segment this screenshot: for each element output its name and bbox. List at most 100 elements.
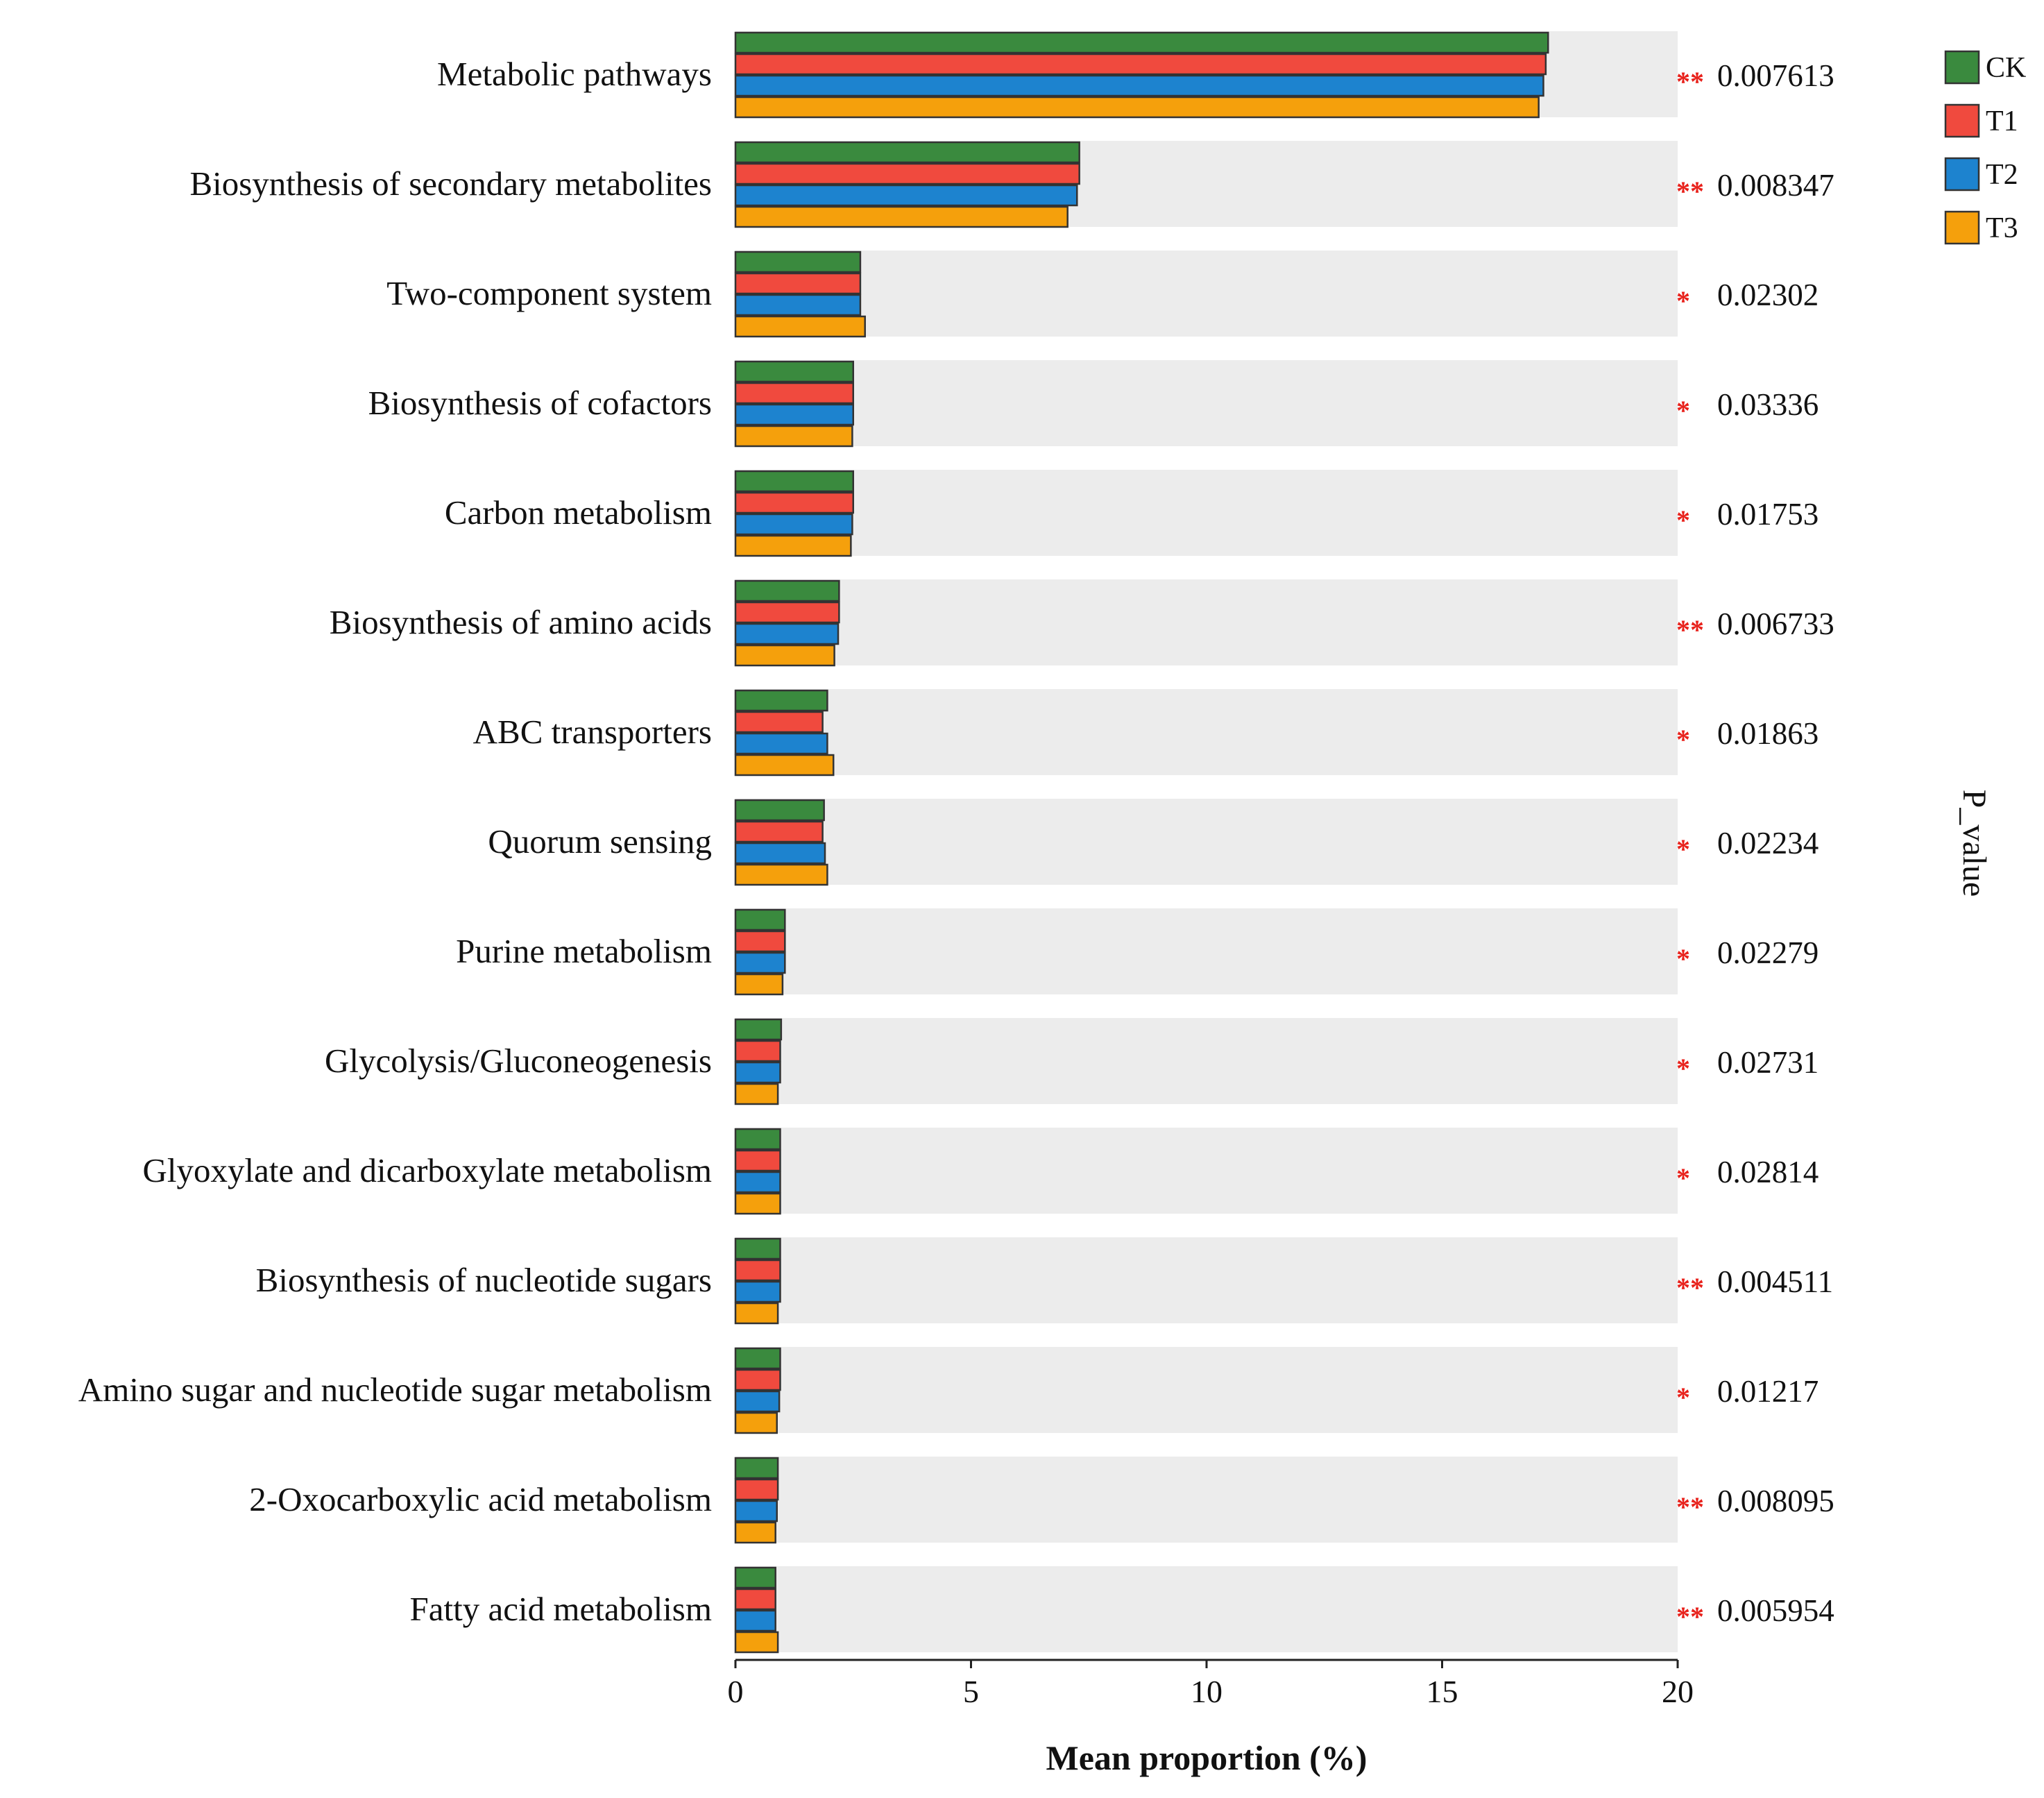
significance-stars: ** bbox=[1676, 1601, 1704, 1632]
significance-stars: * bbox=[1676, 504, 1690, 536]
significance-stars: ** bbox=[1676, 1272, 1704, 1303]
category-label: Fatty acid metabolism bbox=[410, 1590, 712, 1628]
bar-ck-two-component-system bbox=[734, 251, 862, 273]
significance-stars: * bbox=[1676, 833, 1690, 865]
row-backgrounds bbox=[735, 31, 1678, 1652]
significance-stars: ** bbox=[1676, 176, 1704, 207]
row-background bbox=[735, 1128, 1678, 1214]
category-label: Quorum sensing bbox=[488, 822, 712, 860]
bar-t1-carbon-metabolism bbox=[734, 491, 854, 514]
bar-ck-biosynthesis-of-secondary-metabolites bbox=[734, 141, 1080, 164]
bar-t3-carbon-metabolism bbox=[734, 534, 852, 557]
bar-t1-biosynthesis-of-nucleotide-sugars bbox=[734, 1259, 781, 1282]
bar-t3-2-oxocarboxylic-acid-metabolism bbox=[734, 1521, 776, 1544]
p-value: 0.02279 bbox=[1717, 935, 1819, 970]
legend-swatch-ck bbox=[1944, 50, 1980, 85]
bar-t3-glyoxylate-and-dicarboxylate-metabolism bbox=[734, 1192, 781, 1215]
row-background bbox=[735, 1566, 1678, 1652]
bar-t1-biosynthesis-of-amino-acids bbox=[734, 601, 840, 624]
x-tick-label: 15 bbox=[1426, 1674, 1458, 1709]
bar-t2-abc-transporters bbox=[734, 732, 828, 755]
bar-t2-glyoxylate-and-dicarboxylate-metabolism bbox=[734, 1171, 781, 1194]
bar-t2-quorum-sensing bbox=[734, 842, 826, 865]
bar-t1-glycolysis-gluconeogenesis bbox=[734, 1040, 781, 1062]
p-value: 0.008095 bbox=[1717, 1484, 1834, 1518]
bar-t3-biosynthesis-of-nucleotide-sugars bbox=[734, 1302, 779, 1325]
category-label: 2-Oxocarboxylic acid metabolism bbox=[249, 1480, 712, 1518]
legend-swatch-t2 bbox=[1944, 157, 1980, 192]
bar-t2-metabolic-pathways bbox=[734, 74, 1544, 97]
bar-t2-2-oxocarboxylic-acid-metabolism bbox=[734, 1500, 778, 1523]
bar-t1-two-component-system bbox=[734, 272, 862, 295]
x-tick-label: 0 bbox=[728, 1674, 744, 1709]
legend-swatch-t3 bbox=[1944, 210, 1980, 245]
row-background bbox=[735, 1457, 1678, 1543]
bar-t3-glycolysis-gluconeogenesis bbox=[734, 1083, 779, 1105]
bar-t2-carbon-metabolism bbox=[734, 513, 853, 536]
category-label: Purine metabolism bbox=[456, 932, 712, 970]
significance-stars: * bbox=[1676, 724, 1690, 755]
p-value: 0.005954 bbox=[1717, 1593, 1834, 1628]
bar-ck-metabolic-pathways bbox=[734, 31, 1549, 54]
significance-stars: * bbox=[1676, 1053, 1690, 1084]
row-background bbox=[735, 908, 1678, 994]
bar-t3-abc-transporters bbox=[734, 754, 835, 777]
category-label: Amino sugar and nucleotide sugar metabol… bbox=[78, 1371, 712, 1409]
category-label: Carbon metabolism bbox=[445, 493, 712, 532]
category-label: Metabolic pathways bbox=[437, 55, 712, 93]
legend-swatch-t1 bbox=[1944, 103, 1980, 138]
category-label: Biosynthesis of secondary metabolites bbox=[189, 164, 712, 203]
row-background bbox=[735, 579, 1678, 665]
significance-stars: * bbox=[1676, 943, 1690, 974]
bar-t3-biosynthesis-of-secondary-metabolites bbox=[734, 205, 1068, 228]
category-label: Glyoxylate and dicarboxylate metabolism bbox=[142, 1151, 712, 1189]
bar-t1-metabolic-pathways bbox=[734, 53, 1547, 76]
bar-t1-biosynthesis-of-cofactors bbox=[734, 382, 854, 405]
bar-t3-two-component-system bbox=[734, 315, 866, 338]
category-label: Biosynthesis of amino acids bbox=[330, 603, 712, 641]
category-label: Glycolysis/Gluconeogenesis bbox=[325, 1042, 712, 1080]
bar-t2-biosynthesis-of-cofactors bbox=[734, 403, 854, 426]
legend-label-t3: T3 bbox=[1986, 212, 2018, 244]
row-background bbox=[735, 470, 1678, 556]
row-background bbox=[735, 689, 1678, 775]
bar-ck-biosynthesis-of-amino-acids bbox=[734, 579, 840, 602]
x-tick-label: 20 bbox=[1662, 1674, 1694, 1709]
p-value: 0.006733 bbox=[1717, 607, 1834, 641]
category-label: Biosynthesis of nucleotide sugars bbox=[256, 1261, 712, 1299]
p-value: 0.02814 bbox=[1717, 1155, 1819, 1189]
bar-ck-abc-transporters bbox=[734, 689, 828, 712]
row-background bbox=[735, 1237, 1678, 1323]
p-value-labels: ** 0.007613** 0.008347* 0.02302* 0.03336* 0.0… bbox=[1676, 58, 1834, 1632]
bar-t1-2-oxocarboxylic-acid-metabolism bbox=[734, 1478, 779, 1501]
bar-t2-biosynthesis-of-amino-acids bbox=[734, 622, 840, 645]
significance-stars: ** bbox=[1676, 66, 1704, 97]
bar-t2-glycolysis-gluconeogenesis bbox=[734, 1061, 781, 1084]
bar-ck-glycolysis-gluconeogenesis bbox=[734, 1018, 783, 1041]
bar-ck-glyoxylate-and-dicarboxylate-metabolism bbox=[734, 1128, 781, 1151]
p-value-axis-title: P_value bbox=[1956, 790, 1993, 897]
significance-stars: * bbox=[1676, 1162, 1690, 1194]
bar-t3-fatty-acid-metabolism bbox=[734, 1631, 779, 1654]
legend-label-t1: T1 bbox=[1986, 105, 2018, 137]
significance-stars: * bbox=[1676, 285, 1690, 316]
bar-t2-amino-sugar-and-nucleotide-sugar-metabolism bbox=[734, 1390, 781, 1413]
category-label: Two-component system bbox=[386, 274, 712, 312]
p-value: 0.03336 bbox=[1717, 387, 1819, 422]
bar-t1-amino-sugar-and-nucleotide-sugar-metabolism bbox=[734, 1368, 781, 1391]
x-axis: 0 5 10 15 20 bbox=[728, 1659, 1694, 1709]
bar-t3-purine-metabolism bbox=[734, 973, 784, 996]
bar-t3-amino-sugar-and-nucleotide-sugar-metabolism bbox=[734, 1411, 778, 1434]
significance-stars: * bbox=[1676, 395, 1690, 426]
legend-label-t2: T2 bbox=[1986, 159, 2018, 191]
x-tick-label: 10 bbox=[1191, 1674, 1223, 1709]
category-label: Biosynthesis of cofactors bbox=[368, 384, 712, 422]
bar-ck-purine-metabolism bbox=[734, 908, 786, 931]
bar-t3-metabolic-pathways bbox=[734, 96, 1540, 119]
bar-ck-carbon-metabolism bbox=[734, 470, 854, 493]
p-value: 0.01863 bbox=[1717, 716, 1819, 751]
category-labels: Metabolic pathways Biosynthesis of second… bbox=[78, 55, 712, 1628]
bar-t1-biosynthesis-of-secondary-metabolites bbox=[734, 162, 1080, 185]
row-background bbox=[735, 1018, 1678, 1104]
